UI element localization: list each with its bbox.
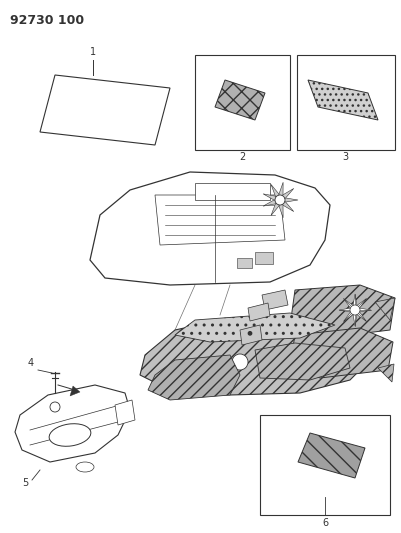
Polygon shape <box>279 189 293 200</box>
Polygon shape <box>194 183 269 200</box>
Circle shape <box>231 354 247 370</box>
Polygon shape <box>239 325 261 345</box>
Polygon shape <box>254 343 349 380</box>
Polygon shape <box>338 308 354 312</box>
Polygon shape <box>374 298 394 320</box>
Polygon shape <box>343 298 354 310</box>
Polygon shape <box>289 285 394 338</box>
Bar <box>296 55 394 150</box>
Polygon shape <box>289 328 392 378</box>
Polygon shape <box>279 200 293 212</box>
Polygon shape <box>278 200 282 217</box>
Text: 6: 6 <box>321 518 327 528</box>
Polygon shape <box>343 310 354 321</box>
Circle shape <box>292 351 306 365</box>
Polygon shape <box>115 400 135 425</box>
Polygon shape <box>40 75 170 145</box>
Text: 3: 3 <box>341 152 347 162</box>
Polygon shape <box>174 313 334 342</box>
Polygon shape <box>307 80 377 120</box>
Text: 2: 2 <box>238 152 245 162</box>
Polygon shape <box>70 386 80 396</box>
Polygon shape <box>354 298 365 310</box>
Ellipse shape <box>49 424 91 446</box>
Polygon shape <box>140 315 369 395</box>
Polygon shape <box>261 290 287 310</box>
Ellipse shape <box>76 462 94 472</box>
Polygon shape <box>279 198 297 202</box>
Polygon shape <box>237 258 251 268</box>
Polygon shape <box>278 182 282 200</box>
Polygon shape <box>155 195 284 245</box>
Polygon shape <box>270 184 279 200</box>
Polygon shape <box>354 310 365 321</box>
Text: 5: 5 <box>22 478 28 488</box>
Text: 4: 4 <box>28 358 34 368</box>
Polygon shape <box>262 194 279 200</box>
Circle shape <box>50 402 60 412</box>
Polygon shape <box>352 310 356 326</box>
Bar <box>259 415 389 515</box>
Polygon shape <box>270 200 279 215</box>
Polygon shape <box>254 252 272 264</box>
Polygon shape <box>262 200 279 206</box>
Polygon shape <box>15 385 130 462</box>
Circle shape <box>274 195 284 205</box>
Polygon shape <box>354 308 370 312</box>
Polygon shape <box>352 294 356 310</box>
Polygon shape <box>148 355 239 400</box>
Text: 1: 1 <box>90 47 96 57</box>
Polygon shape <box>90 172 329 285</box>
Text: 92730 100: 92730 100 <box>10 14 84 27</box>
Circle shape <box>349 305 359 315</box>
Bar <box>194 55 289 150</box>
Polygon shape <box>247 303 269 321</box>
Polygon shape <box>215 80 264 120</box>
Polygon shape <box>377 364 393 382</box>
Polygon shape <box>297 433 364 478</box>
